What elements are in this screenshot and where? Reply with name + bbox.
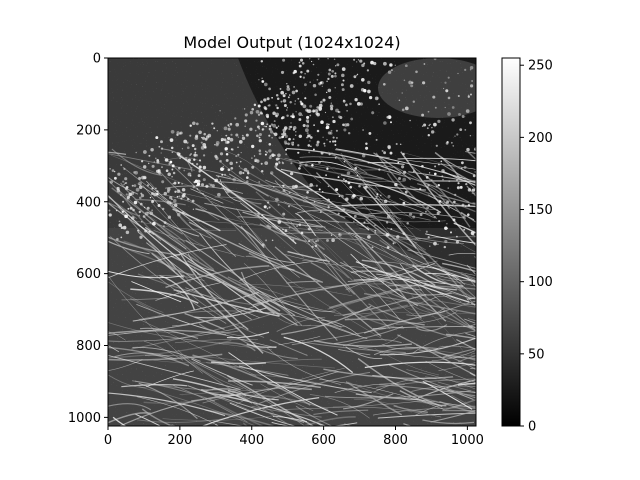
x-tick-label: 800	[383, 433, 408, 448]
x-tick-label: 0	[104, 433, 112, 448]
noise-overlay	[108, 58, 476, 426]
x-axis: 0 200 400 600 800 1000	[104, 426, 484, 448]
x-tick-label: 600	[311, 433, 336, 448]
colorbar-tick-label: 50	[528, 347, 545, 362]
x-tick-label: 400	[239, 433, 264, 448]
y-tick-label: 0	[93, 52, 101, 67]
y-tick-label: 800	[76, 339, 101, 354]
y-tick-label: 600	[76, 267, 101, 282]
chart-title: Model Output (1024x1024)	[183, 33, 400, 52]
colorbar-tick-label: 250	[528, 59, 553, 74]
x-tick-label: 200	[167, 433, 192, 448]
y-tick-label: 1000	[68, 411, 101, 426]
colorbar	[501, 57, 521, 427]
colorbar-axis: 0 50 100 150 200 250	[520, 59, 553, 435]
image-area	[108, 58, 476, 426]
y-tick-label: 400	[76, 195, 101, 210]
x-tick-label: 1000	[451, 433, 484, 448]
plot-frame	[107, 57, 477, 427]
colorbar-tick-label: 100	[528, 275, 553, 290]
image-texture	[108, 58, 476, 426]
colorbar-tick-label: 150	[528, 203, 553, 218]
y-axis: 0 200 400 600 800 1000	[68, 52, 108, 426]
y-tick-label: 200	[76, 123, 101, 138]
colorbar-tick-label: 0	[528, 420, 536, 435]
colorbar-tick-label: 200	[528, 131, 553, 146]
